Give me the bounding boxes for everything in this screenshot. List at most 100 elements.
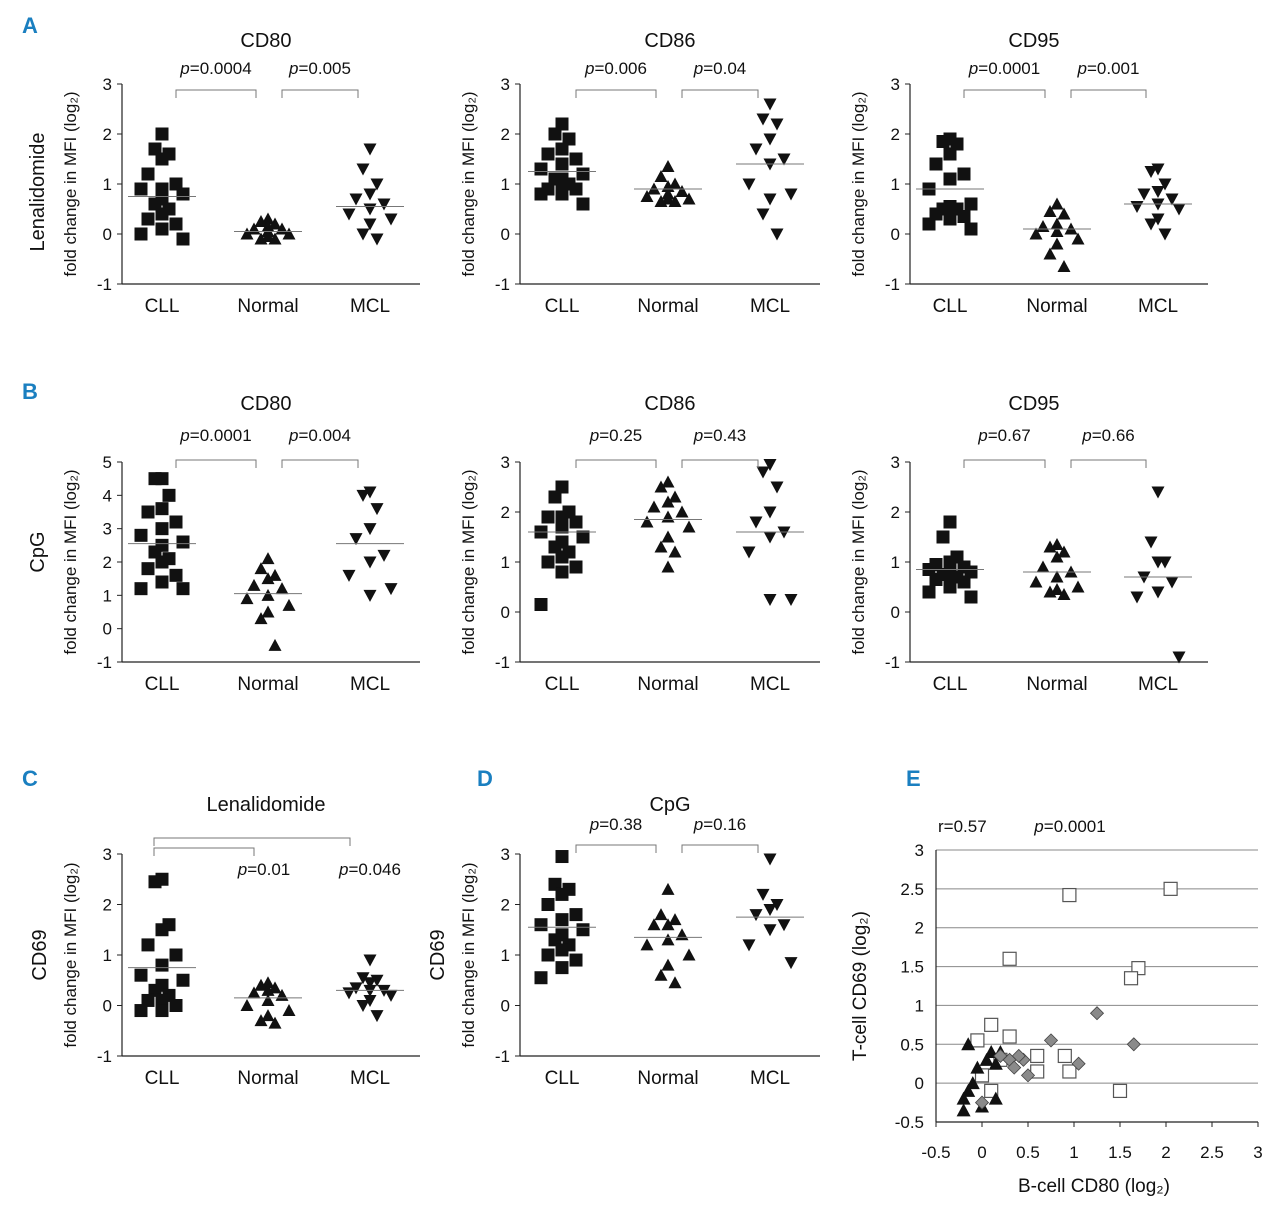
data-point-triangle <box>682 192 696 205</box>
y-tick-label: 1 <box>103 175 112 194</box>
p-value-label: p=0.005 <box>288 59 351 78</box>
data-point-inverted-triangle <box>363 589 377 602</box>
category-label: MCL <box>1138 674 1178 695</box>
category-label: Normal <box>237 296 298 317</box>
data-point-square <box>562 132 576 146</box>
data-point-diamond <box>1089 1006 1105 1021</box>
data-point-open-square <box>984 1017 999 1032</box>
data-point-triangle <box>640 190 654 202</box>
data-point-triangle <box>661 933 675 946</box>
data-point-inverted-triangle <box>770 118 784 131</box>
data-point-inverted-triangle <box>356 1000 370 1012</box>
data-point-triangle <box>661 560 675 573</box>
data-point-square <box>155 207 169 221</box>
data-point-triangle <box>240 999 254 1011</box>
data-point-triangle <box>682 520 696 533</box>
data-point-square <box>555 550 569 564</box>
data-point-triangle <box>1050 583 1064 595</box>
data-point-triangle <box>654 968 668 981</box>
y-tick-label: 5 <box>103 453 112 472</box>
data-point-square <box>555 565 569 579</box>
data-point-inverted-triangle <box>749 909 763 922</box>
data-point-square <box>534 162 548 176</box>
category-label: Normal <box>1026 674 1087 695</box>
data-point-triangle <box>1050 217 1064 230</box>
data-point-triangle <box>275 582 289 595</box>
y-tick-label: 0.5 <box>900 1035 924 1054</box>
data-point-inverted-triangle <box>384 583 398 596</box>
data-point-square <box>555 887 569 901</box>
data-point-triangle <box>661 530 675 543</box>
category-label: MCL <box>350 674 390 695</box>
data-point-square <box>155 923 169 937</box>
data-point-square <box>943 570 957 584</box>
data-point-inverted-triangle <box>384 213 398 226</box>
data-point-triangle <box>1050 550 1064 563</box>
series-mcl <box>974 1006 1141 1110</box>
series-mcl <box>736 853 804 970</box>
data-point-triangle <box>668 976 682 989</box>
series-cll <box>128 872 196 1018</box>
data-point-square <box>141 505 155 519</box>
significance-bracket <box>681 844 759 853</box>
data-point-square <box>534 918 548 932</box>
data-point-inverted-triangle <box>342 569 356 582</box>
data-point-square <box>541 555 555 569</box>
p-value-label: p=0.43 <box>693 426 746 445</box>
data-point-square <box>176 973 190 987</box>
data-point-triangle <box>268 1016 282 1029</box>
significance-bracket <box>575 844 657 853</box>
y-tick-label: 0 <box>103 997 112 1016</box>
panel-title: CD95 <box>1008 30 1059 52</box>
data-point-triangle <box>668 545 682 558</box>
series-cll <box>916 132 984 236</box>
data-point-triangle <box>1036 220 1050 232</box>
data-point-inverted-triangle <box>763 924 777 937</box>
data-point-square <box>148 142 162 156</box>
data-point-inverted-triangle <box>384 989 398 1002</box>
data-point-square <box>169 568 183 582</box>
p-value-label: p=0.0004 <box>179 59 251 78</box>
data-point-triangle <box>654 480 668 493</box>
data-point-triangle <box>261 552 275 565</box>
data-point-diamond <box>1071 1056 1086 1071</box>
data-point-square <box>155 575 169 589</box>
data-point-square <box>176 582 190 596</box>
data-point-inverted-triangle <box>756 888 770 901</box>
data-point-square <box>534 971 548 985</box>
data-point-inverted-triangle <box>356 228 370 241</box>
data-point-inverted-triangle <box>349 533 363 546</box>
y-tick-label: 2 <box>891 503 900 522</box>
data-point-triangle <box>961 1037 976 1051</box>
series-mcl <box>1124 486 1192 664</box>
data-point-square <box>141 212 155 226</box>
data-point-square <box>576 197 590 211</box>
panel-title: CD80 <box>240 30 291 52</box>
y-axis-label: fold change in MFI (log₂) <box>61 91 80 276</box>
panel-title: CD95 <box>1008 393 1059 415</box>
data-point-inverted-triangle <box>1158 178 1172 191</box>
y-tick-label: -1 <box>885 653 900 672</box>
data-point-inverted-triangle <box>756 113 770 126</box>
data-point-square <box>169 948 183 962</box>
data-point-square <box>555 850 569 864</box>
p-value-label: p=0.38 <box>589 815 642 834</box>
data-point-inverted-triangle <box>363 994 377 1007</box>
data-point-square <box>555 943 569 957</box>
y-tick-label: 1 <box>501 175 510 194</box>
data-point-square <box>141 167 155 181</box>
data-point-triangle <box>261 572 275 585</box>
data-point-square <box>148 875 162 889</box>
data-point-inverted-triangle <box>749 516 763 529</box>
data-point-diamond <box>1043 1033 1059 1048</box>
data-point-square <box>943 515 957 529</box>
data-point-inverted-triangle <box>1151 186 1165 198</box>
p-value-label: p=0.0001 <box>968 59 1040 78</box>
data-point-triangle <box>668 195 682 207</box>
x-tick-label: 0.5 <box>1016 1143 1040 1162</box>
data-point-triangle <box>640 938 654 951</box>
y-tick-label: 3 <box>891 453 900 472</box>
data-point-triangle <box>261 230 275 242</box>
data-point-square <box>134 582 148 596</box>
data-point-square <box>555 480 569 494</box>
